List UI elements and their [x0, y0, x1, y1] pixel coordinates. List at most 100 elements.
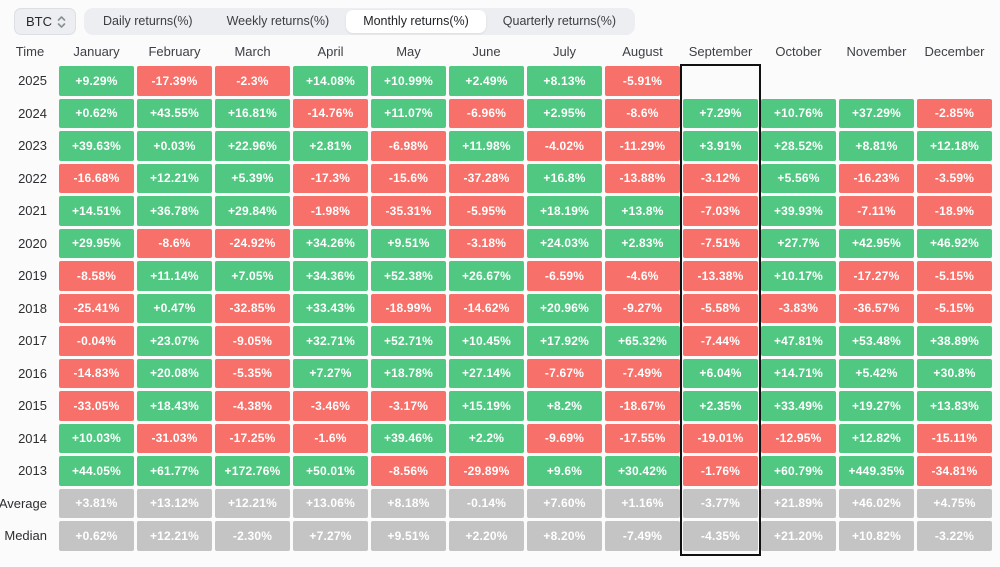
return-cell: +2.20% — [449, 521, 524, 551]
return-cell: -15.11% — [917, 423, 992, 453]
return-cell: -1.98% — [293, 196, 368, 226]
return-cell: +8.18% — [371, 488, 446, 518]
return-cell: +9.51% — [371, 228, 446, 258]
return-cell: +7.60% — [527, 488, 602, 518]
return-cell: +39.63% — [59, 131, 134, 161]
return-cell: +11.98% — [449, 131, 524, 161]
row-label-average: Average — [0, 495, 47, 511]
return-cell: +17.92% — [527, 326, 602, 356]
return-cell: +39.46% — [371, 423, 446, 453]
return-cell: -14.76% — [293, 98, 368, 128]
return-cell: +38.89% — [917, 326, 992, 356]
return-cell: +12.21% — [215, 488, 290, 518]
return-cell: -14.83% — [59, 358, 134, 388]
return-cell: -9.27% — [605, 293, 680, 323]
returns-period-tabs: Daily returns(%) Weekly returns(%) Monthly… — [84, 8, 636, 35]
return-cell: -3.17% — [371, 391, 446, 421]
return-cell: +12.21% — [137, 521, 212, 551]
column-header-november: November — [846, 43, 907, 59]
return-cell: -2.85% — [917, 98, 992, 128]
return-cell: -6.96% — [449, 98, 524, 128]
return-cell: +26.67% — [449, 261, 524, 291]
return-cell: +10.17% — [761, 261, 836, 291]
return-cell: +18.43% — [137, 391, 212, 421]
return-cell: -3.46% — [293, 391, 368, 421]
return-cell: -8.56% — [371, 456, 446, 486]
tab-daily[interactable]: Daily returns(%) — [86, 10, 210, 33]
return-cell: +9.6% — [527, 456, 602, 486]
return-cell: +18.78% — [371, 358, 446, 388]
return-cell: -17.3% — [293, 163, 368, 193]
return-cell: -34.81% — [917, 456, 992, 486]
return-cell: +43.55% — [137, 98, 212, 128]
return-cell: +32.71% — [293, 326, 368, 356]
return-cell: -0.04% — [59, 326, 134, 356]
return-cell: -8.6% — [137, 228, 212, 258]
return-cell: +13.12% — [137, 488, 212, 518]
return-cell: -17.39% — [137, 66, 212, 96]
return-cell: -5.58% — [683, 293, 758, 323]
return-cell: +5.42% — [839, 358, 914, 388]
return-cell: +16.81% — [215, 98, 290, 128]
return-cell: +20.96% — [527, 293, 602, 323]
return-cell: +2.35% — [683, 391, 758, 421]
column-header-june: June — [472, 43, 501, 59]
return-cell — [917, 66, 992, 96]
return-cell: -8.6% — [605, 98, 680, 128]
row-label-2016: 2016 — [18, 365, 47, 381]
return-cell: +14.71% — [761, 358, 836, 388]
return-cell: +449.35% — [839, 456, 914, 486]
return-cell: +27.7% — [761, 228, 836, 258]
return-cell: +33.43% — [293, 293, 368, 323]
return-cell: -5.91% — [605, 66, 680, 96]
return-cell: +9.29% — [59, 66, 134, 96]
return-cell: -9.05% — [215, 326, 290, 356]
return-cell: +14.51% — [59, 196, 134, 226]
return-cell: -3.18% — [449, 228, 524, 258]
return-cell: -17.27% — [839, 261, 914, 291]
row-label-2022: 2022 — [18, 170, 47, 186]
return-cell: +37.29% — [839, 98, 914, 128]
return-cell: +10.99% — [371, 66, 446, 96]
return-cell: +2.83% — [605, 228, 680, 258]
return-cell — [761, 66, 836, 96]
return-cell: +18.19% — [527, 196, 602, 226]
return-cell: +2.2% — [449, 423, 524, 453]
return-cell: -0.14% — [449, 488, 524, 518]
return-cell: +33.49% — [761, 391, 836, 421]
return-cell: -2.3% — [215, 66, 290, 96]
return-cell: +8.2% — [527, 391, 602, 421]
return-cell: -1.6% — [293, 423, 368, 453]
tab-monthly[interactable]: Monthly returns(%) — [346, 10, 486, 33]
return-cell: +7.27% — [293, 521, 368, 551]
tab-quarterly[interactable]: Quarterly returns(%) — [486, 10, 633, 33]
coin-selector[interactable]: BTC — [14, 8, 76, 35]
return-cell: +5.39% — [215, 163, 290, 193]
tab-weekly[interactable]: Weekly returns(%) — [210, 10, 347, 33]
return-cell: +7.05% — [215, 261, 290, 291]
return-cell: -25.41% — [59, 293, 134, 323]
return-cell: -29.89% — [449, 456, 524, 486]
return-cell: +12.82% — [839, 423, 914, 453]
return-cell: +39.93% — [761, 196, 836, 226]
return-cell: -7.51% — [683, 228, 758, 258]
return-cell: -9.69% — [527, 423, 602, 453]
return-cell: -7.49% — [605, 521, 680, 551]
column-header-february: February — [148, 43, 201, 59]
row-label-2024: 2024 — [18, 105, 47, 121]
return-cell: +10.76% — [761, 98, 836, 128]
return-cell: +24.03% — [527, 228, 602, 258]
return-cell: +8.20% — [527, 521, 602, 551]
column-header-march: March — [234, 43, 271, 59]
coin-selector-label: BTC — [26, 14, 52, 29]
return-cell: +23.07% — [137, 326, 212, 356]
return-cell: -4.38% — [215, 391, 290, 421]
return-cell: +0.03% — [137, 131, 212, 161]
return-cell: -18.99% — [371, 293, 446, 323]
return-cell: +47.81% — [761, 326, 836, 356]
return-cell: +10.03% — [59, 423, 134, 453]
row-label-2017: 2017 — [18, 333, 47, 349]
return-cell: +10.82% — [839, 521, 914, 551]
column-header-august: August — [622, 43, 663, 59]
column-header-september: September — [688, 43, 753, 59]
